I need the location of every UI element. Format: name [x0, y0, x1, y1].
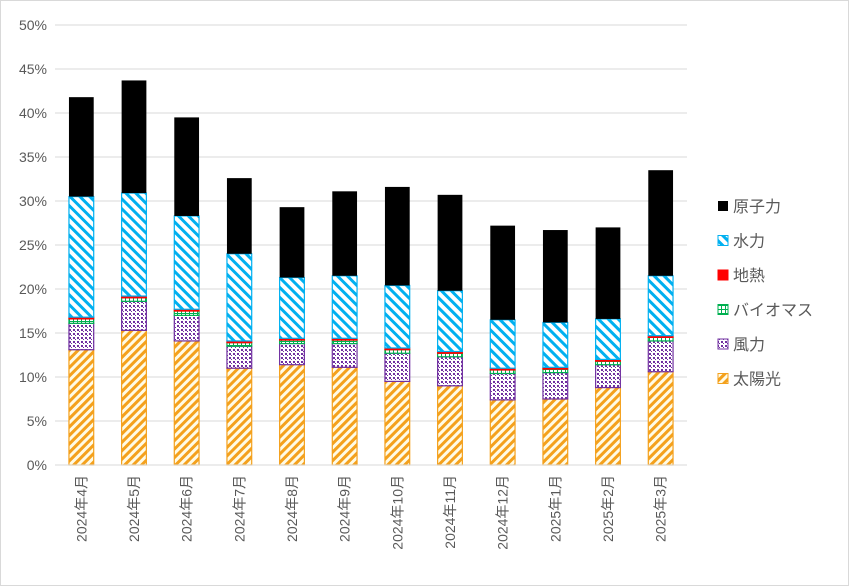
bar-wind	[647, 340, 674, 373]
bar-wind	[173, 314, 200, 342]
y-tick-label: 15%	[19, 325, 47, 341]
bar-hydro	[437, 290, 463, 353]
x-tick-label: 2025年3月	[653, 475, 669, 542]
bar-nuclear	[68, 97, 94, 197]
bar-hydro	[226, 253, 253, 342]
bar-wind	[121, 300, 147, 331]
bar-wind	[68, 322, 95, 351]
bar-nuclear	[121, 80, 147, 194]
bar-nuclear	[174, 117, 200, 216]
legend-label-biomass: バイオマス	[733, 301, 813, 320]
bar-wind	[489, 372, 516, 401]
y-tick-label: 10%	[19, 369, 47, 385]
bar-solar	[279, 364, 305, 466]
x-tick-label: 2024年6月	[179, 475, 195, 542]
legend-label-nuclear: 原子力	[733, 197, 781, 216]
y-tick-label: 0%	[27, 457, 47, 473]
x-tick-label: 2024年7月	[231, 475, 247, 542]
bar-wind	[226, 345, 253, 369]
x-tick-label: 2024年10月	[389, 475, 405, 550]
legend-label-geothermal: 地熱	[733, 266, 765, 285]
bar-hydro	[489, 319, 516, 369]
bar-hydro	[595, 318, 621, 361]
bar-solar	[121, 329, 147, 466]
x-tick-label: 2024年5月	[126, 475, 142, 542]
legend-swatch-geothermal	[717, 269, 729, 281]
bar-solar	[226, 367, 253, 466]
bar-solar	[437, 385, 463, 466]
bar-nuclear	[648, 170, 674, 276]
x-tick-label: 2024年9月	[337, 475, 353, 542]
bar-wind	[437, 356, 463, 387]
bar-nuclear	[542, 230, 568, 323]
legend-label-hydro: 水力	[733, 232, 765, 251]
y-tick-label: 40%	[19, 105, 47, 121]
bar-nuclear	[437, 194, 463, 291]
x-axis-ticks: 2024年4月 2024年5月 2024年6月 2024年7月 2024年8月 2024年…	[73, 475, 668, 550]
x-tick-label: 2024年11月	[442, 475, 458, 549]
bar-nuclear	[226, 178, 252, 254]
bar-solar	[384, 380, 411, 466]
bar-solar	[173, 340, 200, 466]
bar-solar	[647, 371, 674, 466]
bar-hydro	[647, 275, 674, 337]
bar-wind	[331, 342, 358, 368]
x-tick-label: 2024年8月	[284, 475, 300, 542]
bar-biomass	[68, 318, 95, 324]
y-tick-label: 5%	[27, 413, 47, 429]
bar-nuclear	[490, 225, 516, 320]
bar-wind	[542, 372, 569, 400]
legend-label-solar: 太陽光	[733, 370, 781, 389]
bar-nuclear	[595, 227, 621, 319]
x-tick-label: 2024年4月	[73, 475, 89, 542]
bar-wind	[595, 364, 621, 389]
bar-wind	[279, 342, 305, 366]
bar-nuclear	[384, 186, 410, 286]
legend-swatch-hydro	[717, 235, 729, 246]
bar-hydro	[121, 192, 147, 297]
bar-solar	[489, 399, 516, 466]
bar-solar	[595, 386, 621, 466]
y-tick-label: 25%	[19, 237, 47, 253]
y-axis-ticks: 0% 5% 10% 15% 20% 25% 30% 35% 40% 45% 50%	[19, 17, 47, 473]
bar-nuclear	[279, 207, 305, 278]
bar-hydro	[279, 276, 305, 339]
bars	[68, 80, 674, 466]
x-tick-label: 2025年2月	[600, 475, 616, 542]
bar-solar	[68, 349, 95, 466]
y-tick-label: 35%	[19, 149, 47, 165]
legend-swatch-biomass	[717, 304, 729, 315]
bar-biomass	[173, 310, 200, 317]
y-tick-label: 45%	[19, 61, 47, 77]
legend-label-wind: 風力	[733, 335, 765, 354]
gridlines	[55, 24, 687, 422]
bar-solar	[542, 398, 569, 466]
bar-hydro	[68, 196, 95, 318]
legend-swatch-solar	[717, 373, 729, 384]
x-tick-label: 2025年1月	[547, 475, 563, 542]
bar-hydro	[331, 275, 358, 339]
legend-swatch-nuclear	[718, 201, 728, 211]
y-tick-label: 20%	[19, 281, 47, 297]
bar-nuclear	[332, 191, 358, 276]
y-tick-label: 50%	[19, 17, 47, 33]
bar-hydro	[173, 215, 200, 310]
y-tick-label: 30%	[19, 193, 47, 209]
legend-swatch-wind	[717, 338, 729, 350]
bar-solar	[331, 366, 358, 466]
bar-wind	[384, 352, 411, 382]
bar-hydro	[542, 321, 569, 368]
bar-hydro	[384, 284, 411, 349]
x-tick-label: 2024年12月	[495, 475, 511, 550]
